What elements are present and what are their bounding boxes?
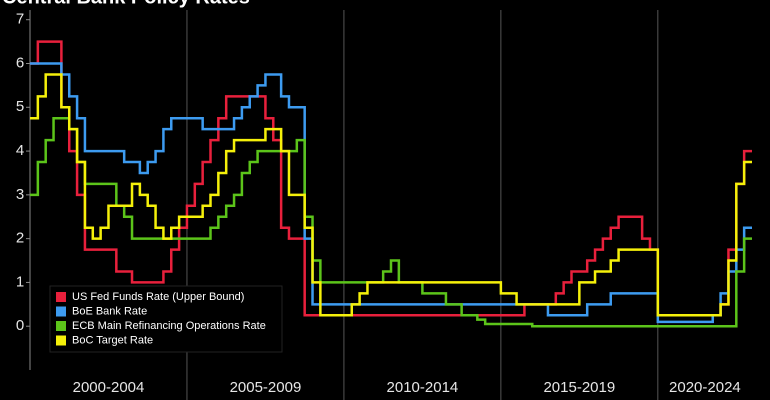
- y-tick-label: 5: [16, 98, 24, 115]
- y-tick-label: 0: [16, 317, 24, 334]
- y-tick-label: 2: [16, 230, 24, 247]
- legend-label: BoC Target Rate: [72, 334, 153, 346]
- legend-swatch: [56, 335, 66, 346]
- series-line: [30, 40, 752, 317]
- legend-swatch: [56, 321, 66, 331]
- y-tick-label: 6: [16, 54, 24, 71]
- legend-label: ECB Main Refinancing Operations Rate: [72, 320, 266, 332]
- legend-swatch: [56, 292, 66, 302]
- legend-box: [49, 285, 283, 353]
- y-tick-label: 3: [16, 186, 24, 203]
- x-tick-label: 2005-2009: [230, 379, 302, 396]
- y-tick-label: 4: [16, 142, 24, 159]
- y-tick-label: 1: [16, 273, 24, 290]
- series-line: [30, 116, 752, 328]
- x-tick-label: 2020-2024: [669, 379, 741, 396]
- chart-title: Central Bank Policy Rates: [2, 0, 250, 8]
- x-tick-label: 2000-2004: [73, 379, 145, 396]
- legend: US Fed Funds Rate (Upper Bound) BoE Bank …: [49, 285, 283, 353]
- x-tick-label: 2015-2019: [543, 379, 615, 396]
- series-line: [30, 62, 752, 324]
- legend-label: BoE Bank Rate: [72, 305, 147, 317]
- y-tick-label: 7: [16, 11, 24, 28]
- x-tick-label: 2010-2014: [387, 379, 459, 396]
- legend-label: US Fed Funds Rate (Upper Bound): [72, 291, 244, 303]
- legend-swatch: [56, 306, 66, 317]
- series-line: [30, 73, 752, 317]
